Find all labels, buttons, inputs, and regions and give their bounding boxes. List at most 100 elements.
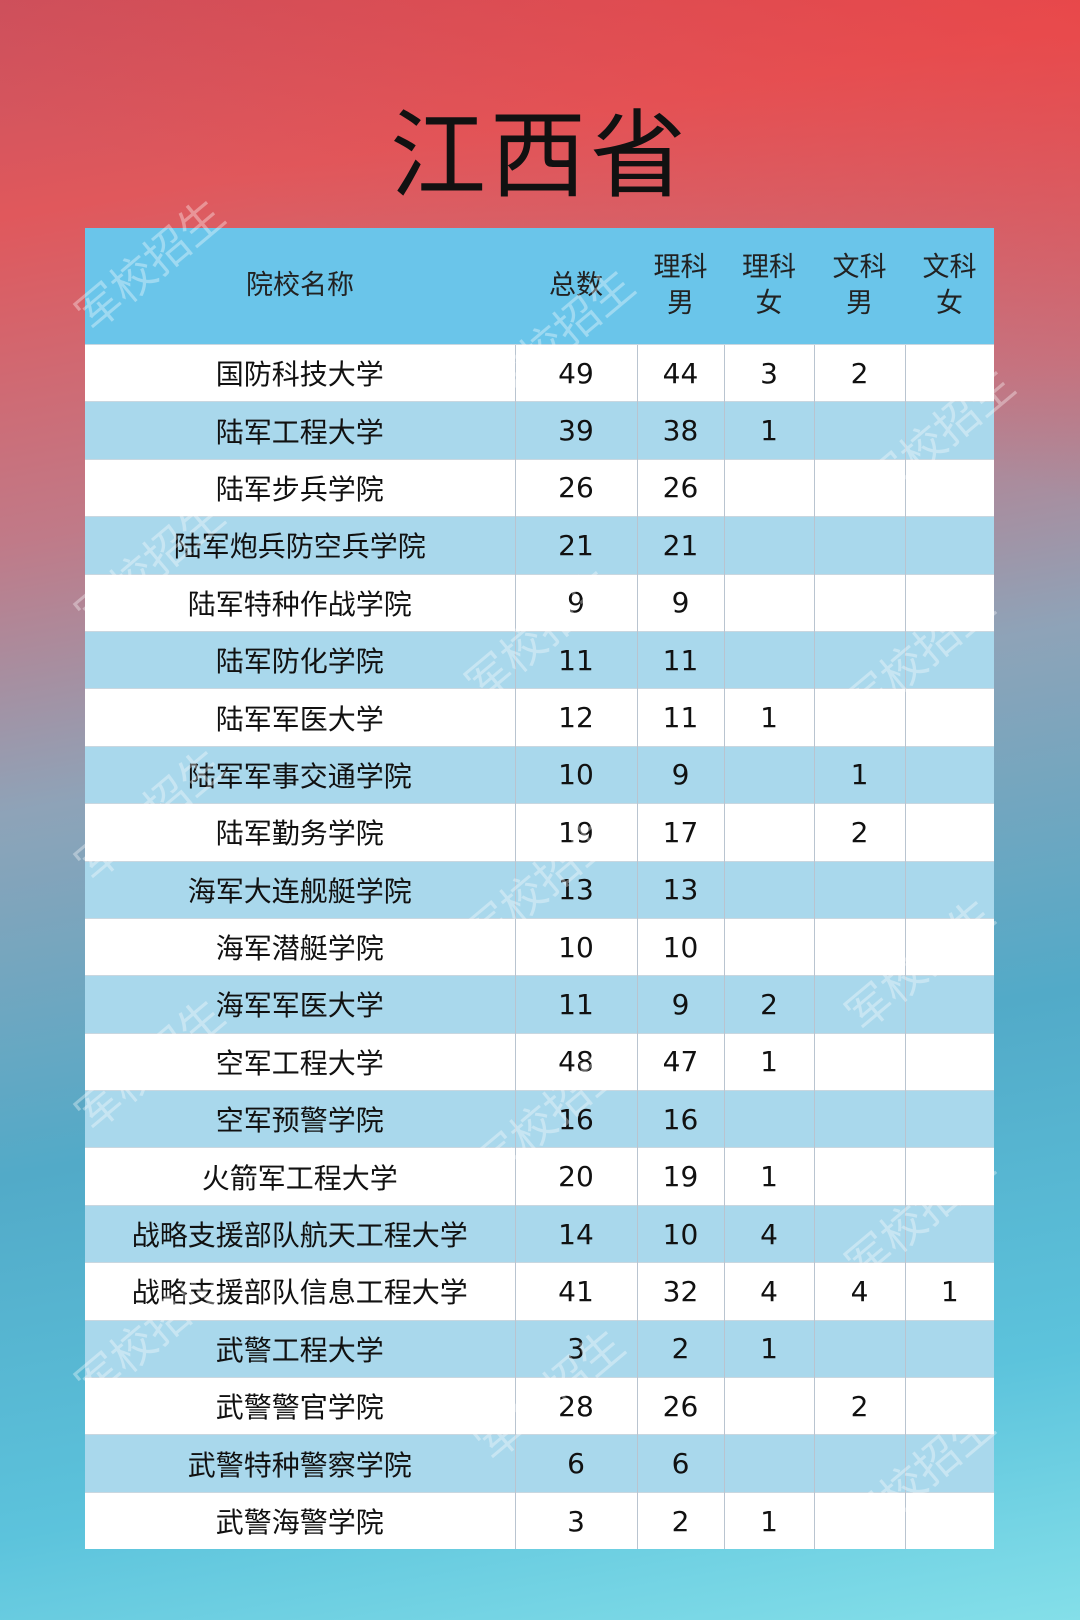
school-name-cell: 海军潜艇学院	[85, 917, 515, 976]
count-cell: 1	[723, 1319, 814, 1378]
count-cell	[904, 975, 994, 1034]
table-row: 火箭军工程大学 20 19 1	[85, 1147, 994, 1206]
count-cell	[813, 1090, 905, 1148]
count-cell: 10	[636, 917, 724, 976]
count-cell: 38	[636, 401, 724, 460]
count-cell	[904, 1147, 994, 1206]
school-name-cell: 空军预警学院	[85, 1090, 515, 1148]
count-cell	[904, 803, 994, 862]
table-row: 海军潜艇学院 10 10	[85, 917, 994, 976]
count-cell: 11	[514, 975, 637, 1034]
table-row: 海军军医大学 11 9 2	[85, 975, 994, 1034]
count-cell	[904, 1090, 994, 1148]
table-row: 战略支援部队信息工程大学 41 32 4 4 1	[85, 1262, 994, 1321]
count-cell	[723, 803, 814, 862]
count-cell	[813, 860, 905, 919]
count-cell	[904, 573, 994, 632]
table-row: 陆军勤务学院 19 17 2	[85, 803, 994, 862]
count-cell: 16	[636, 1090, 724, 1148]
count-cell: 4	[723, 1262, 814, 1321]
count-cell	[813, 516, 905, 575]
school-name-cell: 陆军炮兵防空兵学院	[85, 516, 515, 575]
count-cell: 9	[636, 745, 724, 804]
school-name-cell: 武警海警学院	[85, 1491, 515, 1550]
count-cell	[813, 401, 905, 460]
count-cell: 48	[514, 1032, 637, 1091]
count-cell	[813, 573, 905, 632]
count-cell: 39	[514, 401, 637, 460]
count-cell	[904, 343, 994, 402]
table-row: 陆军防化学院 11 11	[85, 630, 994, 689]
school-name-cell: 陆军军事交通学院	[85, 745, 515, 804]
count-cell: 20	[514, 1147, 637, 1206]
column-header-text: 院校名称	[246, 270, 354, 301]
school-name-cell: 武警特种警察学院	[85, 1434, 515, 1493]
count-cell: 47	[636, 1032, 724, 1091]
column-header-text: 总数	[549, 270, 603, 301]
count-cell	[904, 1319, 994, 1378]
school-name-cell: 空军工程大学	[85, 1032, 515, 1091]
count-cell	[813, 458, 905, 517]
count-cell	[723, 917, 814, 976]
count-cell	[904, 458, 994, 517]
count-cell: 9	[636, 573, 724, 632]
count-cell: 9	[514, 573, 637, 632]
count-cell: 1	[723, 1491, 814, 1550]
count-cell: 2	[813, 1377, 905, 1435]
table-header-row: 院校名称 总数 理科男 理科女 文科男 文科女	[85, 228, 994, 345]
count-cell: 6	[514, 1434, 637, 1493]
school-name-cell: 陆军特种作战学院	[85, 573, 515, 632]
count-cell: 3	[514, 1319, 637, 1378]
table-row: 空军预警学院 16 16	[85, 1090, 994, 1148]
table-row: 陆军炮兵防空兵学院 21 21	[85, 516, 994, 575]
count-cell: 2	[813, 803, 905, 862]
table-row: 战略支援部队航天工程大学 14 10 4	[85, 1204, 994, 1263]
count-cell: 11	[636, 688, 724, 747]
count-cell: 13	[514, 860, 637, 919]
count-cell: 13	[636, 860, 724, 919]
column-header: 理科女	[724, 228, 814, 345]
count-cell	[813, 975, 905, 1034]
school-name-cell: 陆军防化学院	[85, 630, 515, 689]
column-header-text: 文科女	[922, 252, 977, 319]
count-cell: 44	[636, 343, 724, 402]
column-header-text: 文科男	[832, 252, 887, 319]
table-row: 海军大连舰艇学院 13 13	[85, 860, 994, 919]
count-cell	[813, 1434, 905, 1493]
school-name-cell: 火箭军工程大学	[85, 1147, 515, 1206]
count-cell: 11	[636, 630, 724, 689]
count-cell	[723, 516, 814, 575]
count-cell: 14	[514, 1204, 637, 1263]
count-cell: 49	[514, 343, 637, 402]
count-cell	[904, 745, 994, 804]
table-row: 陆军军事交通学院 10 9 1	[85, 745, 994, 804]
count-cell: 19	[514, 803, 637, 862]
table-row: 国防科技大学 49 44 3 2	[85, 343, 994, 402]
count-cell	[813, 1491, 905, 1550]
column-header-text: 理科女	[742, 252, 796, 319]
table-row: 空军工程大学 48 47 1	[85, 1032, 994, 1091]
count-cell: 3	[723, 343, 814, 402]
count-cell: 2	[813, 343, 905, 402]
school-name-cell: 武警警官学院	[85, 1377, 515, 1435]
column-header: 院校名称	[85, 228, 515, 345]
count-cell	[723, 860, 814, 919]
count-cell: 3	[514, 1491, 637, 1550]
count-cell	[813, 688, 905, 747]
count-cell: 1	[813, 745, 905, 804]
count-cell: 2	[636, 1491, 724, 1550]
table-row: 陆军军医大学 12 11 1	[85, 688, 994, 747]
count-cell: 10	[636, 1204, 724, 1263]
count-cell	[813, 917, 905, 976]
table-row: 武警特种警察学院 6 6	[85, 1434, 994, 1493]
count-cell: 1	[723, 1032, 814, 1091]
count-cell: 32	[636, 1262, 724, 1321]
count-cell: 41	[514, 1262, 637, 1321]
count-cell: 2	[636, 1319, 724, 1378]
count-cell	[904, 1032, 994, 1091]
count-cell	[904, 1434, 994, 1493]
school-name-cell: 国防科技大学	[85, 343, 515, 402]
count-cell	[813, 1319, 905, 1378]
school-name-cell: 战略支援部队航天工程大学	[85, 1204, 515, 1263]
table-row: 陆军步兵学院 26 26	[85, 458, 994, 517]
